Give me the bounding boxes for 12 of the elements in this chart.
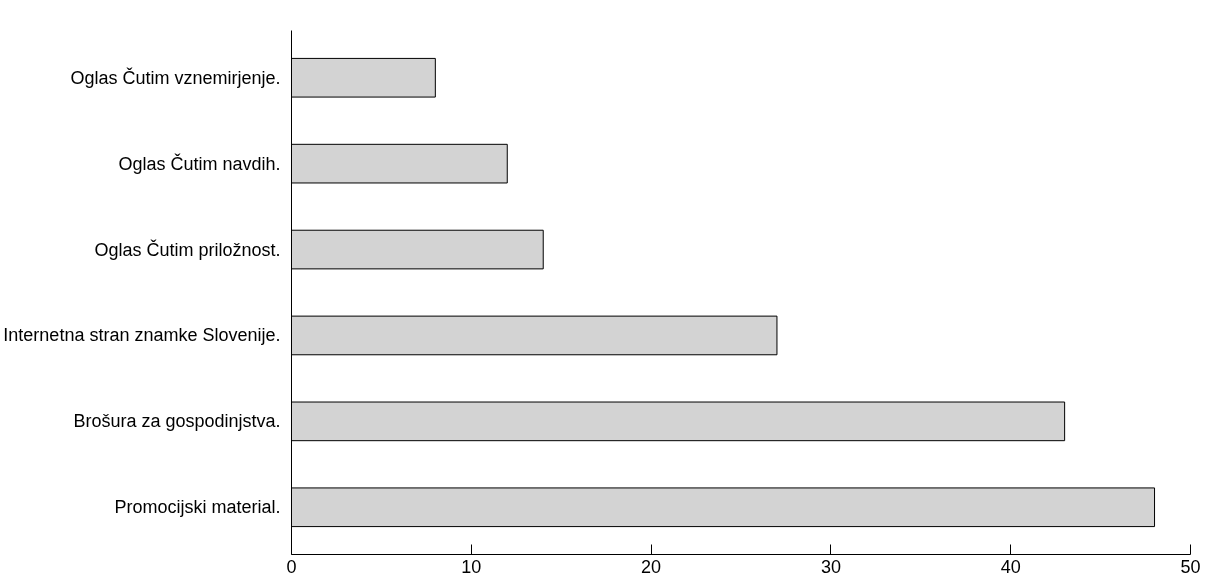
x-tick-label: 40 [1000, 556, 1021, 577]
x-tick-label: 10 [461, 556, 482, 577]
y-tick-label: Promocijski material. [114, 497, 281, 518]
y-tick-label: Brošura za gospodinjstva. [73, 411, 281, 432]
x-tick-label: 20 [641, 556, 662, 577]
y-tick-label: Oglas Čutim vznemirjenje. [70, 66, 281, 88]
y-tick-label: Oglas Čutim priložnost. [94, 238, 281, 260]
x-tick-label: 50 [1180, 556, 1201, 577]
y-tick-label: Oglas Čutim navdih. [118, 152, 281, 174]
x-tick-label: 30 [820, 556, 841, 577]
y-tick-label: Internetna stran znamke Slovenije. [3, 325, 281, 346]
x-tick-label: 0 [286, 556, 297, 577]
